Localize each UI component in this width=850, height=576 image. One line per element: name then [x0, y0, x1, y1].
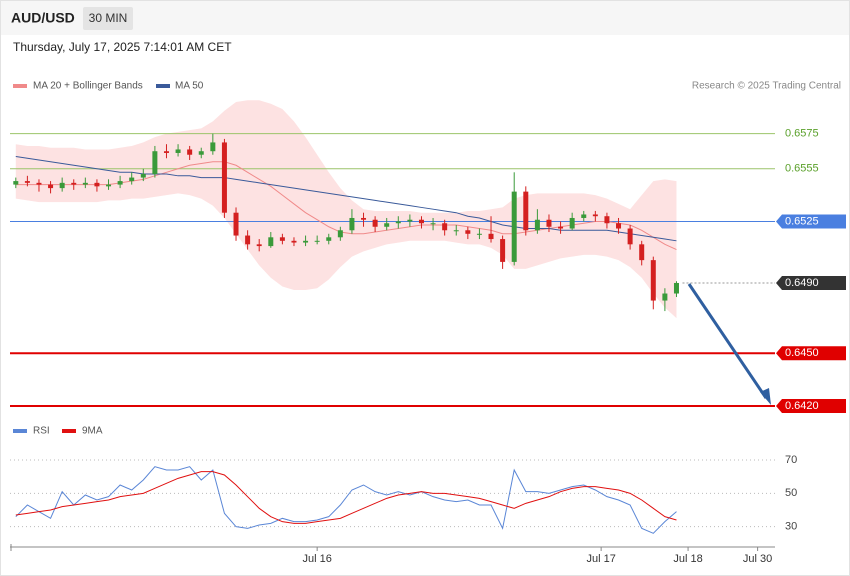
candle-body	[198, 151, 204, 155]
candle-body	[476, 233, 482, 235]
candle-body	[569, 217, 575, 229]
candle-body	[256, 244, 262, 247]
candle-body	[36, 182, 42, 185]
candle-body	[303, 240, 309, 243]
level-label: 0.6555	[785, 163, 819, 175]
interval[interactable]: 30 MIN	[89, 11, 128, 25]
ma50-line	[15, 155, 677, 242]
candle-body	[163, 151, 169, 153]
legend-label: MA 20 + Bollinger Bands	[33, 81, 143, 92]
candle-body	[268, 237, 274, 247]
candle-body	[430, 223, 436, 225]
candle-body	[581, 214, 587, 218]
rsi-ma-line	[15, 471, 677, 524]
candle-body	[639, 244, 645, 261]
candle-body	[616, 223, 622, 229]
legend-swatch	[156, 84, 170, 88]
y-tick-label: 50	[785, 487, 797, 499]
timestamp: Thursday, July 17, 2025 7:14:01 AM CET	[13, 40, 232, 54]
top-bar	[1, 1, 849, 35]
level-label-box	[776, 346, 846, 361]
candle-body	[673, 282, 679, 294]
candle-body	[418, 219, 424, 224]
level-label: 0.6525	[785, 215, 819, 227]
level-label-box	[776, 214, 846, 229]
candle-body	[245, 235, 251, 245]
candle-body	[129, 177, 135, 182]
candle-body	[59, 182, 65, 189]
bollinger-band	[15, 100, 677, 319]
candle-body	[279, 237, 285, 241]
x-tick-label: Jul 16	[302, 553, 331, 565]
level-label: 0.6575	[785, 128, 819, 140]
candle-body	[349, 217, 355, 231]
candle-body	[152, 151, 158, 175]
candle-body	[662, 293, 668, 301]
x-tick-label: Jul 17	[586, 553, 615, 565]
candle-body	[627, 228, 633, 245]
candle-body	[465, 230, 471, 234]
level-label-box	[776, 398, 846, 413]
candle-body	[291, 240, 297, 243]
legend-label: 9MA	[82, 426, 103, 437]
legend-label: MA 50	[175, 81, 204, 92]
x-tick-label: Jul 18	[673, 553, 702, 565]
candle-body	[407, 219, 413, 222]
candle-body	[187, 149, 193, 155]
level-label-box	[776, 275, 846, 290]
candle-body	[592, 214, 598, 217]
candle-body	[71, 182, 77, 185]
level-label: 0.6450	[785, 347, 819, 359]
candle-body	[558, 226, 564, 229]
candle-body	[453, 230, 459, 232]
candle-body	[511, 191, 517, 262]
candle-body	[13, 181, 19, 185]
candle-body	[442, 223, 448, 231]
interval-box[interactable]	[83, 7, 133, 30]
candle-body	[117, 181, 123, 185]
candle-body	[488, 233, 494, 240]
candle-body	[48, 184, 54, 189]
candle-body	[523, 191, 529, 231]
candle-body	[24, 181, 30, 183]
legend-swatch	[62, 429, 76, 433]
candle-body	[604, 216, 610, 224]
candle-body	[175, 149, 181, 153]
candle-body	[210, 142, 216, 152]
candle-body	[337, 230, 343, 238]
symbol: AUD/USD	[11, 10, 75, 26]
candle-body	[106, 184, 112, 187]
x-tick-label: Jul 30	[743, 553, 772, 565]
forecast-arrowhead	[760, 388, 771, 405]
candle-body	[534, 219, 540, 231]
level-label: 0.6490	[785, 277, 819, 289]
candle-body	[326, 237, 332, 241]
credit: Research © 2025 Trading Central	[692, 81, 841, 92]
candle-body	[94, 182, 100, 187]
legend-label: RSI	[33, 426, 50, 437]
candle-body	[650, 260, 656, 301]
candle-body	[384, 223, 390, 227]
candle-body	[221, 142, 227, 213]
candle-body	[361, 217, 367, 220]
candle-body	[546, 219, 552, 227]
legend-swatch	[13, 429, 27, 433]
candle-body	[395, 221, 401, 224]
candle-body	[233, 212, 239, 236]
level-label: 0.6420	[785, 400, 819, 412]
y-tick-label: 30	[785, 521, 797, 533]
y-tick-label: 70	[785, 454, 797, 466]
ma20-line	[15, 161, 677, 251]
candle-body	[82, 182, 88, 185]
candle-body	[372, 219, 378, 227]
forecast-arrow	[687, 283, 768, 399]
rsi-line	[15, 466, 677, 534]
candle-body	[314, 240, 320, 242]
candle-body	[500, 239, 506, 262]
legend-swatch	[13, 84, 27, 88]
candle-body	[140, 174, 146, 178]
